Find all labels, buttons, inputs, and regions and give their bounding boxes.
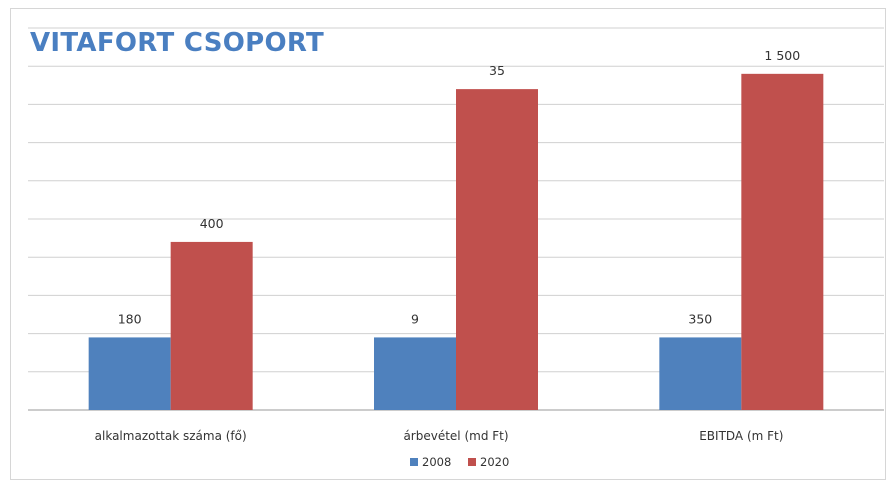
bar-2008-2 xyxy=(659,337,742,410)
data-label-2020-2: 1 500 xyxy=(764,48,800,63)
legend: 2008 2020 xyxy=(410,455,509,469)
legend-label-2008: 2008 xyxy=(422,455,451,469)
category-label-0: alkalmazottak száma (fő) xyxy=(95,429,247,443)
bars xyxy=(88,73,824,411)
bar-2020-2 xyxy=(741,73,824,410)
data-label-2008-2: 350 xyxy=(688,311,712,326)
bar-2008-1 xyxy=(374,337,456,410)
category-label-2: EBITDA (m Ft) xyxy=(699,429,783,443)
bar-2020-1 xyxy=(456,89,538,411)
chart-title: VITAFORT CSOPORT xyxy=(30,28,325,58)
data-label-2020-0: 400 xyxy=(200,216,224,231)
legend-swatch-2008 xyxy=(410,458,418,466)
data-label-2020-1: 35 xyxy=(489,63,505,78)
data-label-2008-1: 9 xyxy=(411,311,419,326)
legend-label-2020: 2020 xyxy=(480,455,509,469)
category-labels: alkalmazottak száma (fő) árbevétel (md Ft… xyxy=(95,429,784,443)
legend-swatch-2020 xyxy=(468,458,476,466)
bar-2020-0 xyxy=(170,241,253,410)
category-label-1: árbevétel (md Ft) xyxy=(403,429,508,443)
bar-2008-0 xyxy=(88,337,171,410)
data-labels: 180 400 9 35 350 1 500 xyxy=(118,48,801,327)
data-label-2008-0: 180 xyxy=(118,311,142,326)
